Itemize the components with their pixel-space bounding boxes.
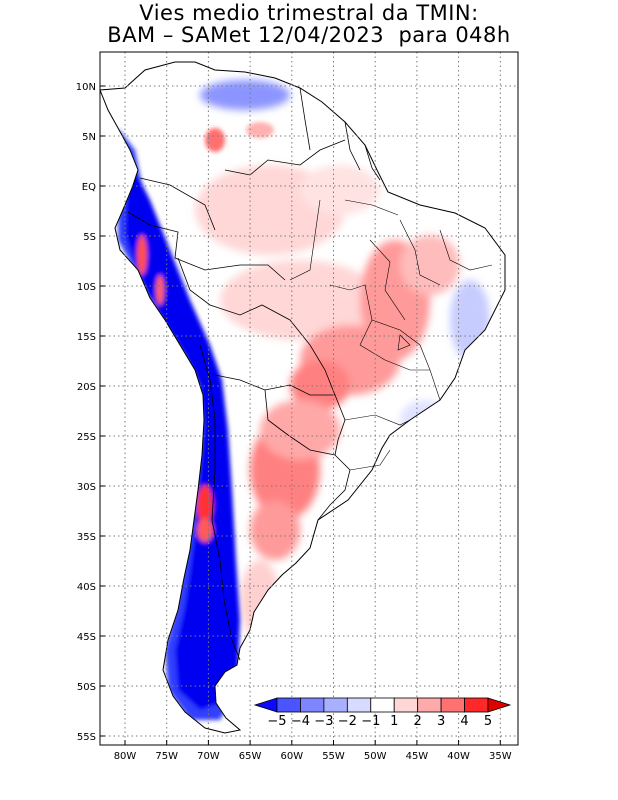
y-tick-label: 35S	[77, 532, 96, 543]
y-tick-label: 40S	[77, 582, 96, 593]
colorbar-label: 3	[437, 714, 445, 729]
colorbar-swatch	[417, 697, 442, 713]
x-tick-label: 40W	[447, 751, 470, 762]
colorbar-swatch	[440, 697, 465, 713]
colorbar-label: 1	[390, 714, 398, 729]
y-tick-label: 45S	[77, 632, 96, 643]
title-line-1: Vies medio trimestral da TMIN:	[139, 1, 479, 25]
y-tick-label: 30S	[77, 482, 96, 493]
colorbar: −5 −4 −3 −2 −1 1 2 3 4 5	[253, 697, 512, 729]
y-axis-ticks: 10N 5N EQ 5S 10S 15S 20S 25S 30S 35S 40S 45S 50S 55S	[76, 82, 105, 743]
y-tick-label: 10S	[77, 282, 96, 293]
gridlines	[100, 52, 518, 745]
x-tick-label: 65W	[239, 751, 262, 762]
colorbar-swatch	[276, 697, 301, 713]
colorbar-high-arrow	[487, 697, 512, 713]
y-tick-label: 50S	[77, 682, 96, 693]
x-tick-label: 75W	[155, 751, 178, 762]
x-axis-ticks: 80W 75W 70W 65W 60W 55W 50W 45W 40W 35W	[114, 740, 512, 762]
colorbar-label: −1	[361, 714, 380, 729]
x-tick-label: 55W	[322, 751, 345, 762]
colorbar-label: 4	[460, 714, 468, 729]
y-tick-label: 10N	[76, 82, 96, 93]
colorbar-label: −2	[338, 714, 357, 729]
x-tick-label: 70W	[197, 751, 220, 762]
x-tick-label: 45W	[406, 751, 429, 762]
colorbar-swatch	[300, 697, 325, 713]
colorbar-swatch	[464, 697, 489, 713]
colorbar-label: −4	[291, 714, 310, 729]
y-tick-label: 55S	[77, 732, 96, 743]
map-title: Vies medio trimestral da TMIN: BAM – SAM…	[0, 2, 618, 46]
y-tick-label: 5N	[82, 132, 96, 143]
colorbar-swatch	[346, 697, 372, 713]
x-tick-label: 60W	[280, 751, 303, 762]
state-borders	[289, 199, 493, 471]
colorbar-label: 5	[484, 714, 492, 729]
y-tick-label: 20S	[77, 382, 96, 393]
colorbar-label: 2	[414, 714, 422, 729]
x-tick-label: 35W	[489, 751, 512, 762]
colorbar-swatch	[370, 697, 395, 713]
country-borders	[127, 87, 381, 661]
colorbar-label: −5	[267, 714, 286, 729]
title-line-2: BAM – SAMet 12/04/2023 para 048h	[107, 23, 511, 47]
y-tick-label: 25S	[77, 432, 96, 443]
y-tick-label: EQ	[82, 182, 96, 193]
y-tick-label: 5S	[83, 232, 96, 243]
colorbar-label: −3	[314, 714, 333, 729]
colorbar-swatch	[393, 697, 419, 713]
x-tick-label: 50W	[364, 751, 387, 762]
x-tick-label: 80W	[114, 751, 137, 762]
colorbar-swatch	[323, 697, 348, 713]
y-tick-label: 15S	[77, 332, 96, 343]
plot-frame	[99, 51, 519, 746]
